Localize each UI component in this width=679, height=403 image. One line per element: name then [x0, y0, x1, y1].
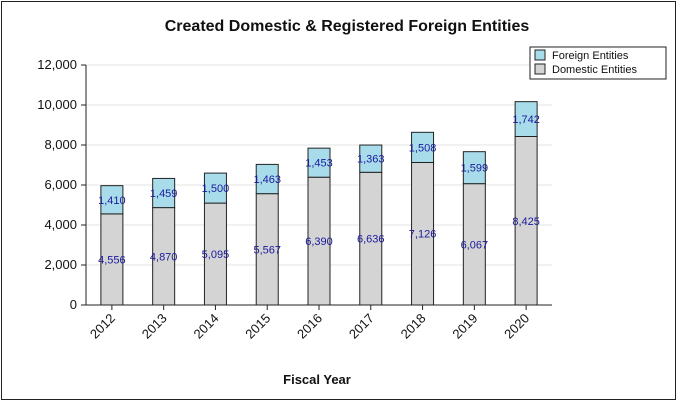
y-tick-label: 4,000 — [44, 217, 77, 232]
legend-label-foreign: Foreign Entities — [552, 50, 629, 62]
bar-foreign — [152, 177, 176, 209]
bar-foreign — [462, 151, 486, 185]
bar-foreign — [255, 163, 279, 195]
y-tick-label: 2,000 — [44, 257, 77, 272]
data-label-foreign: 1,508 — [409, 142, 437, 154]
data-label-domestic: 7,126 — [409, 229, 437, 241]
x-tick-label: 2012 — [87, 311, 118, 342]
chart-title: Created Domestic & Registered Foreign En… — [165, 18, 530, 35]
data-label-foreign: 1,453 — [305, 158, 333, 170]
bar-foreign — [203, 172, 227, 204]
x-tick-label: 2019 — [449, 311, 480, 342]
data-label-domestic: 5,095 — [202, 249, 230, 261]
data-label-foreign: 1,742 — [512, 114, 540, 126]
data-label-foreign: 1,500 — [202, 183, 230, 195]
data-label-foreign: 1,459 — [150, 188, 178, 200]
x-axis-title: Fiscal Year — [283, 372, 351, 387]
bars — [100, 101, 538, 306]
x-tick-label: 2020 — [501, 311, 532, 342]
bar-foreign — [411, 131, 435, 163]
y-tick-label: 12,000 — [37, 57, 77, 72]
x-tick-label: 2015 — [242, 311, 273, 342]
legend-swatch-domestic — [534, 63, 546, 75]
x-tick-label: 2016 — [294, 311, 325, 342]
bar-foreign — [307, 147, 331, 178]
x-tick-label: 2018 — [398, 311, 429, 342]
data-label-domestic: 4,870 — [150, 251, 178, 263]
data-label-foreign: 1,363 — [357, 154, 385, 166]
legend-label-domestic: Domestic Entities — [552, 64, 637, 76]
x-tick-label: 2017 — [346, 311, 377, 342]
x-tick-label: 2013 — [139, 311, 170, 342]
x-tick-label: 2014 — [191, 311, 222, 342]
bar-foreign — [359, 144, 383, 173]
data-label-foreign: 1,599 — [461, 163, 489, 175]
data-label-domestic: 6,390 — [305, 236, 333, 248]
legend: Foreign Entities Domestic Entities — [529, 46, 667, 80]
data-label-domestic: 6,636 — [357, 234, 385, 246]
data-label-domestic: 4,556 — [98, 254, 126, 266]
data-label-domestic: 6,067 — [461, 239, 489, 251]
y-tick-label: 6,000 — [44, 177, 77, 192]
data-labels: 4,556 1,410 4,870 1,459 5,095 1,500 5,567 1,463… — [98, 114, 540, 266]
legend-box — [529, 46, 667, 80]
bar-foreign — [514, 101, 538, 138]
legend-swatch-foreign — [534, 49, 546, 61]
data-label-foreign: 1,410 — [98, 195, 126, 207]
data-label-domestic: 8,425 — [512, 216, 540, 228]
y-tick-label: 8,000 — [44, 137, 77, 152]
bar-foreign — [100, 185, 124, 215]
y-tick-label: 0 — [70, 297, 77, 312]
data-label-domestic: 5,567 — [253, 244, 281, 256]
y-tick-label: 10,000 — [37, 97, 77, 112]
data-label-foreign: 1,463 — [253, 174, 281, 186]
